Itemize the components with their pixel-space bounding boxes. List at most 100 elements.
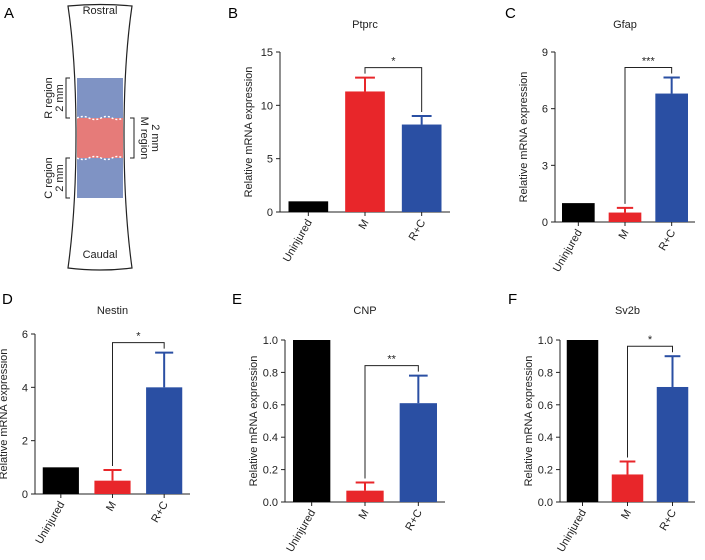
significance-label: * — [648, 334, 653, 346]
x-tick-label: M — [619, 508, 634, 522]
chart-title: Gfap — [613, 19, 637, 31]
x-tick-label: Uninjured — [551, 228, 585, 275]
chart: D Nestin Relative mRNA expression 0 2 4 6 Uninj… — [0, 291, 190, 546]
significance-bracket — [364, 67, 423, 112]
x-tick-label: R+C — [657, 227, 679, 252]
y-tick-label: 5 — [267, 154, 273, 166]
bar — [562, 203, 595, 222]
bar — [611, 474, 644, 502]
chart: C Gfap Relative mRNA expression 0 3 6 9 Uninjur… — [505, 5, 695, 274]
y-tick-label: 0.8 — [538, 367, 553, 379]
y-axis-label: Relative mRNA expression — [0, 349, 10, 480]
y-axis-label: Relative mRNA expression — [518, 72, 530, 203]
y-axis-label: Relative mRNA expression — [523, 356, 535, 487]
m-region — [77, 118, 123, 158]
panel-letter: B — [228, 5, 238, 22]
region-label: C region — [43, 157, 55, 199]
significance-bracket — [624, 67, 673, 204]
bar — [293, 340, 331, 502]
y-tick-label: 0.6 — [263, 400, 278, 412]
y-tick-label: 0 — [22, 489, 28, 501]
y-tick-label: 0.4 — [538, 432, 553, 444]
bar — [146, 387, 183, 494]
c-region — [77, 158, 123, 198]
chart: B Ptprc Relative mRNA expression 0 5 10 15 Unin… — [228, 5, 450, 264]
brackets — [65, 77, 135, 199]
x-tick-label: M — [357, 218, 372, 232]
x-tick-label: M — [357, 508, 372, 522]
region-size: 2 mm — [54, 84, 66, 112]
significance-label: ** — [387, 354, 396, 366]
significance-label: * — [136, 331, 141, 343]
y-axis-label: Relative mRNA expression — [243, 67, 255, 198]
y-axis-label: Relative mRNA expression — [248, 356, 260, 487]
y-tick-label: 2 — [22, 436, 28, 448]
x-tick-label: R+C — [658, 507, 680, 532]
bar — [94, 480, 131, 494]
bar — [345, 91, 385, 212]
y-tick-label: 0.0 — [263, 497, 278, 509]
bar — [566, 340, 599, 502]
y-tick-label: 10 — [261, 100, 273, 112]
y-tick-label: 3 — [542, 160, 548, 172]
y-tick-label: 9 — [542, 47, 548, 59]
x-tick-label: Uninjured — [284, 508, 318, 555]
x-tick-label: R+C — [403, 507, 425, 532]
y-tick-label: 0.6 — [538, 400, 553, 412]
x-tick-label: R+C — [407, 217, 429, 242]
diagram: A Rostral Caudal R region 2 mm M region … — [4, 3, 161, 271]
region-size: 2 mm — [54, 164, 66, 192]
bar — [656, 386, 689, 502]
bar — [655, 93, 688, 222]
chart-title: Nestin — [97, 305, 128, 317]
x-tick-label: Uninjured — [33, 500, 67, 547]
y-tick-label: 0.2 — [263, 465, 278, 477]
x-tick-label: M — [104, 500, 119, 514]
chart-title: Sv2b — [615, 305, 640, 317]
y-tick-label: 0.0 — [538, 497, 553, 509]
chart-title: Ptprc — [352, 19, 378, 31]
x-tick-label: M — [617, 228, 632, 242]
bar — [42, 467, 79, 494]
region-label: R region — [43, 77, 55, 119]
y-tick-label: 1.0 — [263, 335, 278, 347]
x-tick-label: Uninjured — [555, 508, 589, 555]
region-size: 2 mm — [149, 124, 161, 152]
y-tick-label: 0.2 — [538, 465, 553, 477]
chart-title: CNP — [353, 305, 376, 317]
y-tick-label: 1.0 — [538, 335, 553, 347]
x-tick-label: R+C — [149, 499, 171, 524]
bar — [288, 201, 329, 212]
y-tick-label: 6 — [542, 104, 548, 116]
bar — [346, 490, 384, 502]
y-tick-label: 15 — [261, 47, 273, 59]
y-tick-label: 6 — [22, 329, 28, 341]
significance-bracket — [112, 342, 165, 466]
panel-letter: E — [232, 291, 242, 308]
bar — [399, 403, 437, 502]
significance-bracket — [364, 365, 419, 479]
bar — [401, 124, 442, 212]
panel-letter: A — [4, 5, 14, 22]
significance-label: * — [391, 56, 396, 68]
panel-letter: C — [505, 5, 516, 22]
significance-label: *** — [642, 56, 656, 68]
y-tick-label: 0 — [267, 207, 273, 219]
x-tick-label: Uninjured — [281, 218, 315, 265]
rostral-label: Rostral — [83, 5, 118, 17]
caudal-label: Caudal — [83, 249, 118, 261]
bar — [608, 212, 642, 222]
y-tick-label: 0.4 — [263, 432, 278, 444]
cut-lines — [76, 115, 124, 161]
y-tick-label: 0 — [542, 217, 548, 229]
panel-letter: F — [508, 291, 517, 308]
panel-letter: D — [2, 291, 13, 308]
y-tick-label: 4 — [22, 382, 28, 394]
region-label: M region — [138, 117, 150, 160]
y-tick-label: 0.8 — [263, 367, 278, 379]
r-region — [77, 78, 123, 118]
significance-bracket — [627, 345, 673, 458]
